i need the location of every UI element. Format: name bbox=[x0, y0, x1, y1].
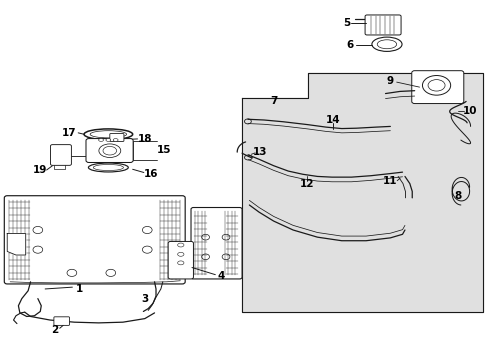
FancyBboxPatch shape bbox=[365, 15, 400, 35]
Text: 4: 4 bbox=[218, 271, 225, 281]
FancyBboxPatch shape bbox=[411, 71, 463, 104]
Text: 12: 12 bbox=[299, 179, 313, 189]
Text: 1: 1 bbox=[76, 284, 82, 294]
FancyBboxPatch shape bbox=[4, 196, 185, 284]
Text: 18: 18 bbox=[137, 134, 152, 144]
Polygon shape bbox=[242, 73, 482, 312]
Ellipse shape bbox=[371, 37, 401, 51]
Text: 8: 8 bbox=[454, 191, 461, 201]
Text: 19: 19 bbox=[33, 165, 47, 175]
FancyBboxPatch shape bbox=[54, 317, 69, 325]
Text: 7: 7 bbox=[269, 96, 277, 107]
Polygon shape bbox=[7, 234, 26, 255]
FancyBboxPatch shape bbox=[110, 134, 123, 141]
Text: 6: 6 bbox=[346, 40, 353, 50]
Ellipse shape bbox=[106, 139, 111, 141]
Text: 10: 10 bbox=[462, 106, 476, 116]
Text: 9: 9 bbox=[386, 76, 393, 86]
Text: 13: 13 bbox=[252, 147, 267, 157]
Text: 3: 3 bbox=[142, 294, 149, 303]
Text: 14: 14 bbox=[325, 115, 340, 125]
Text: 15: 15 bbox=[157, 145, 171, 156]
Ellipse shape bbox=[99, 139, 103, 141]
Text: 11: 11 bbox=[382, 176, 397, 186]
Text: 5: 5 bbox=[342, 18, 349, 28]
FancyBboxPatch shape bbox=[168, 242, 193, 279]
Text: 17: 17 bbox=[62, 128, 77, 138]
Text: 2: 2 bbox=[51, 325, 59, 335]
FancyBboxPatch shape bbox=[191, 207, 242, 279]
FancyBboxPatch shape bbox=[86, 139, 133, 162]
Ellipse shape bbox=[113, 139, 118, 141]
Text: 16: 16 bbox=[143, 168, 158, 179]
FancyBboxPatch shape bbox=[50, 145, 71, 165]
